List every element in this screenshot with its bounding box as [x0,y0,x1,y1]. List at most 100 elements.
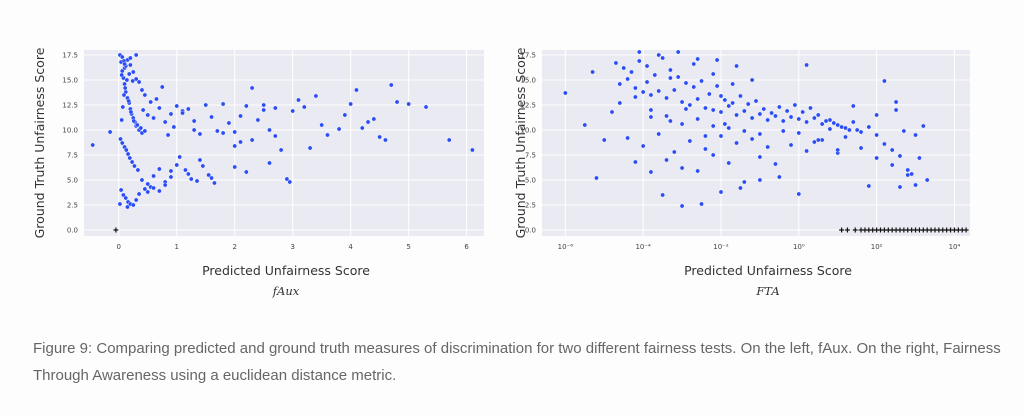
scatter-point [135,122,140,128]
scatter-point [617,81,623,87]
scatter-point [142,92,148,98]
scatter-point [648,114,654,120]
scatter-point [874,112,879,118]
scatter-point [594,175,599,181]
plus-marker [844,227,850,233]
x-tick-label: 10⁻⁶ [558,243,574,251]
scatter-point [261,107,267,113]
scatter-point [423,104,429,110]
y-tick-label: 2.5 [525,202,536,210]
scatter-point [808,105,813,111]
scatter-point [749,136,755,142]
scatter-point [656,88,662,94]
chart-fta: 0.0 2.5 5.0 7.5 10.0 12.5 15.0 17.5 10⁻⁶ 10⁻⁴ 10⁻²… [513,47,970,298]
y-tick-label: 15.0 [520,77,536,85]
scatter-point [629,69,634,75]
scatter-point [913,182,918,188]
scatter-point [648,169,654,175]
scatter-point [734,112,739,118]
x-tick-label: 6 [464,243,469,251]
scatter-point [742,128,747,134]
scatter-point [377,134,382,140]
scatter-point [780,128,786,134]
scatter-point [679,165,685,171]
scatter-point [710,152,716,158]
scatter-point [792,102,798,108]
scatter-point [815,137,821,143]
scatter-point [126,71,132,77]
scatter-point [342,112,348,118]
scatter-point [812,115,817,121]
scatter-point [90,142,95,148]
x-tick-label: 5 [406,243,410,251]
scatter-point [226,120,232,126]
scatter-point [119,140,125,146]
scatter-point [284,176,290,182]
scatter-point [168,174,174,180]
scatter-point [850,103,856,109]
scatter-point [232,143,238,149]
scatter-point [843,125,848,131]
scatter-point [209,114,214,120]
scatter-point [882,78,887,84]
scatter-point [675,49,681,55]
scatter-point [718,189,724,195]
scatter-point [348,101,353,107]
scatter-point [359,125,365,131]
scatter-point [238,139,243,145]
scatter-point [130,78,135,84]
scatter-point [617,100,623,106]
scatter-point [249,85,255,91]
scatter-point [893,99,899,105]
scatter-point [734,140,739,146]
scatter-point [788,142,794,148]
scatter-point [858,145,864,151]
scatter-point [703,133,708,139]
scatter-point [905,167,911,173]
scatter-point [148,99,153,105]
scatter-point [897,184,903,190]
scatter-point [726,125,732,131]
scatter-point [660,55,665,61]
scatter-point [145,112,151,118]
scatter-points-left [90,52,475,233]
scatter-point [625,135,630,141]
scatter-point [325,132,330,138]
scatter-point [301,104,307,110]
scatter-point [365,119,371,125]
scatter-point [168,168,174,174]
scatter-point [133,52,139,58]
scatter-point [679,99,685,105]
scatter-point [901,128,907,134]
scatter-point [640,143,646,149]
scatter-point [703,146,708,152]
scatter-point [695,116,700,122]
scatter-point [470,147,475,153]
scatter-point [186,171,191,177]
scatter-point [734,63,739,69]
scatter-point [119,72,124,78]
tick-labels-left: 0.0 2.5 5.0 7.5 10.0 12.5 15.0 17.5 0 1 2 3 4 5 6 [62,52,469,252]
scatter-point [648,107,654,113]
y-tick-label: 7.5 [67,152,78,160]
scatter-point [656,131,662,137]
scatter-point [406,101,411,107]
y-tick-label: 17.5 [520,52,536,60]
x-tick-label: 2 [232,243,236,251]
subcaption-right: FTA [755,284,779,298]
scatter-point [691,84,697,90]
scatter-point [913,132,918,138]
scatter-point [186,106,191,112]
chart-faux: 0.0 2.5 5.0 7.5 10.0 12.5 15.0 17.5 0 1 2 3 4 5 6 Grou… [32,47,484,298]
scatter-point [699,78,704,84]
scatter-point [812,139,817,145]
scatter-point [621,65,627,71]
scatter-point [296,97,301,103]
scatter-point [695,56,700,62]
scatter-point [866,183,872,189]
x-tick-label: 3 [290,243,294,251]
scatter-point [804,62,809,68]
scatter-point [687,138,693,144]
scatter-point [119,117,124,123]
scatter-point [757,111,763,117]
